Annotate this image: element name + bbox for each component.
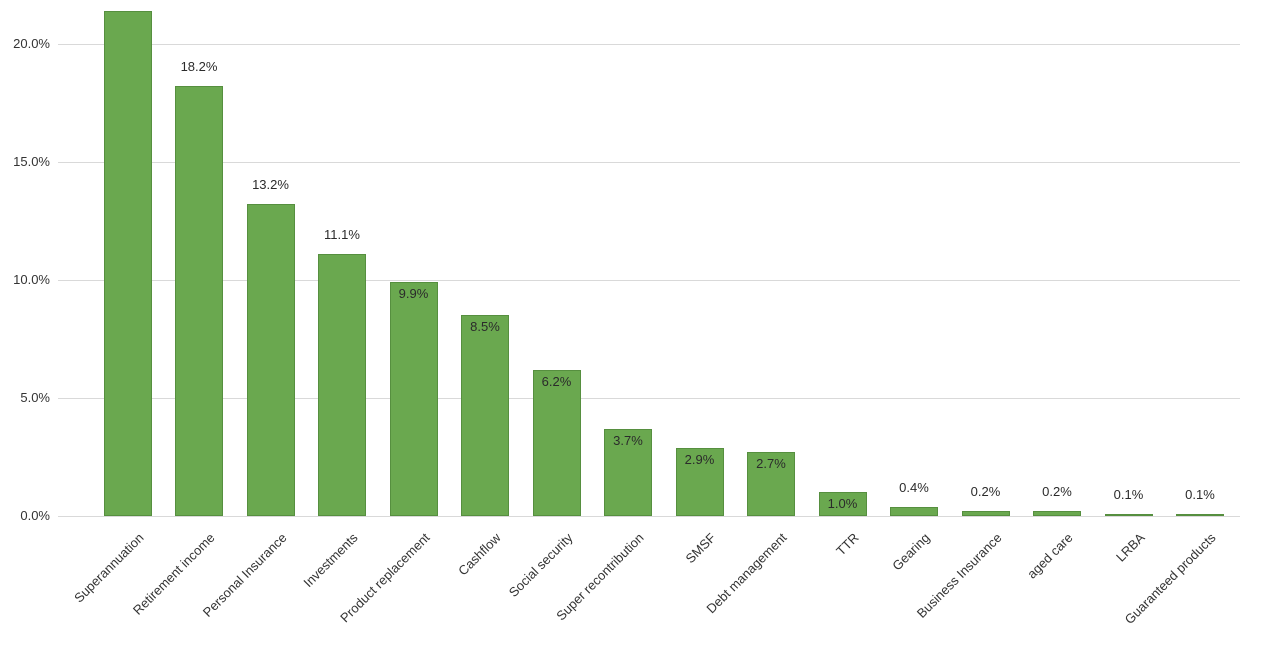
- bar: [103, 10, 152, 516]
- bar-value-label: 13.2%: [252, 177, 289, 193]
- bar: [246, 204, 295, 516]
- bar-value-label: 11.1%: [324, 227, 360, 243]
- bar: [389, 282, 438, 516]
- gridline: [58, 516, 1240, 517]
- y-axis-tick-label: 20.0%: [13, 36, 50, 51]
- y-axis-tick-label: 5.0%: [20, 390, 50, 405]
- bar: [747, 452, 795, 516]
- bar: [818, 492, 867, 516]
- x-axis-category-label: Debt management: [703, 530, 790, 617]
- bar-value-label: 18.2%: [180, 59, 218, 75]
- x-axis-category-label: Personal Insurance: [199, 530, 290, 620]
- x-axis-category-label: Product replacement: [336, 530, 433, 626]
- bar-value-label: 2.9%: [684, 451, 715, 467]
- x-axis-category-label: Superannuation: [70, 530, 147, 606]
- y-axis-tick-label: 0.0%: [20, 508, 50, 523]
- x-axis-category-label: Gearing: [889, 530, 933, 574]
- bar: [961, 511, 1010, 516]
- bar-value-label: 0.1%: [1185, 486, 1215, 502]
- x-axis-category-label: Retirement income: [129, 530, 218, 618]
- bar-value-label: 0.1%: [1113, 486, 1144, 502]
- bar-value-label: 3.7%: [613, 432, 643, 448]
- x-axis-category-label: LRBA: [1112, 530, 1148, 565]
- bar: [1176, 513, 1224, 516]
- bar-value-label: 6.2%: [541, 373, 572, 389]
- bar: [675, 447, 724, 516]
- x-axis-category-label: aged care: [1024, 530, 1076, 582]
- x-axis-category-label: TTR: [832, 530, 862, 559]
- y-axis-tick-label: 10.0%: [13, 272, 50, 287]
- gridline: [58, 280, 1240, 281]
- y-axis-tick-label: 15.0%: [13, 154, 50, 169]
- bar: [461, 315, 509, 516]
- gridline: [58, 162, 1240, 163]
- bar: [604, 428, 652, 516]
- x-axis-category-label: Investments: [300, 530, 361, 591]
- bar: [1104, 513, 1153, 516]
- x-axis-category-label: Cashflow: [455, 530, 504, 579]
- bar-value-label: 2.7%: [756, 456, 786, 472]
- x-axis-category-label: Super recontribution: [553, 530, 647, 624]
- bar: [890, 506, 938, 516]
- bar: [318, 254, 366, 516]
- bar: [532, 369, 581, 516]
- bar: [175, 86, 223, 516]
- x-axis-category-label: Social security: [505, 530, 576, 600]
- bar-value-label: 0.2%: [1042, 484, 1072, 500]
- x-axis-category-label: Business Insurance: [913, 530, 1005, 621]
- bar-value-label: 0.4%: [899, 479, 929, 495]
- bar: [1033, 511, 1081, 516]
- bar-value-label: 9.9%: [398, 286, 429, 302]
- x-axis-category-label: Guaranteed products: [1121, 530, 1219, 627]
- bar-value-label: 0.2%: [970, 484, 1001, 500]
- bar-value-label: 1.0%: [827, 496, 858, 512]
- gridline: [58, 398, 1240, 399]
- x-axis-category-label: SMSF: [681, 530, 719, 567]
- bar-value-label: 8.5%: [470, 319, 500, 335]
- gridline: [58, 44, 1240, 45]
